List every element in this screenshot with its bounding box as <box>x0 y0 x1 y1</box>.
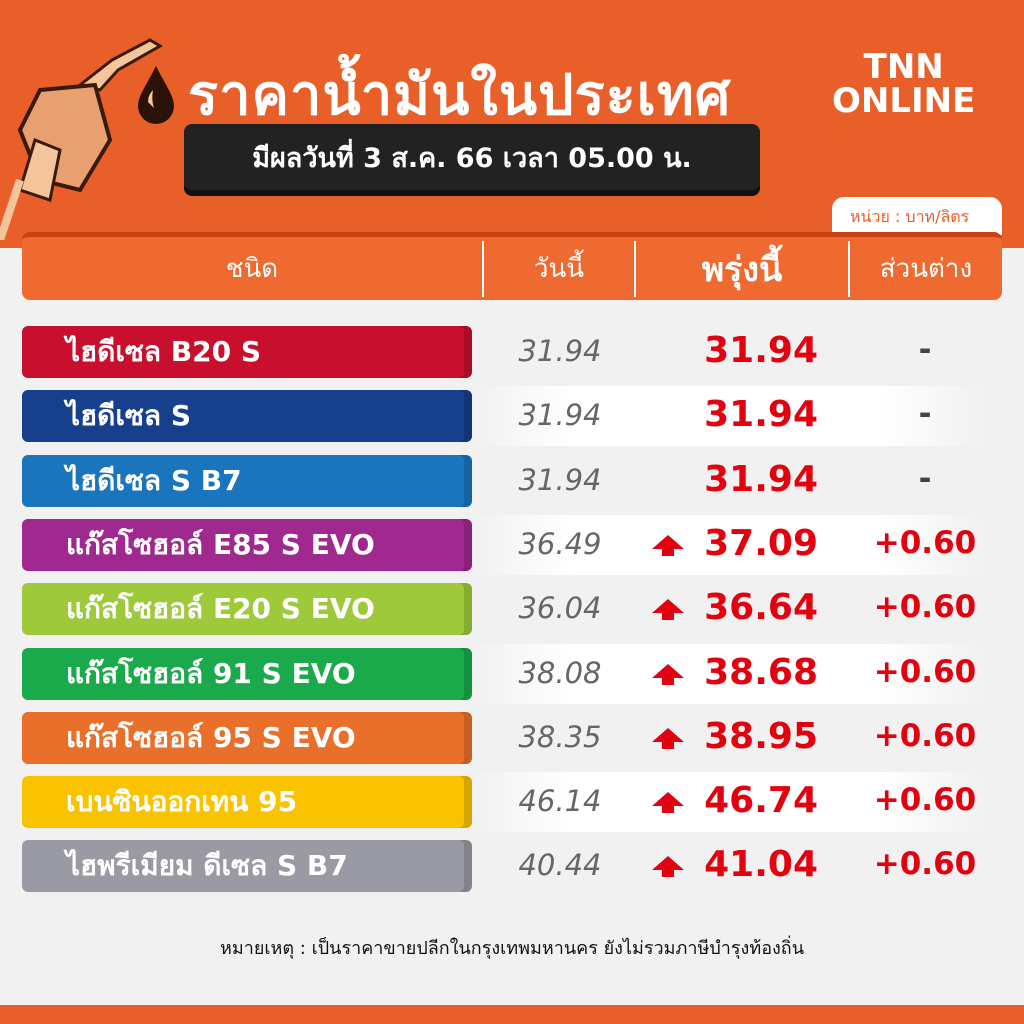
price-difference: +0.60 <box>873 524 977 561</box>
fuel-name: แก๊สโซฮอล์ 91 S EVO <box>22 647 472 700</box>
arrow-up-icon <box>652 663 684 685</box>
unit-label: หน่วย : บาท/ลิตร <box>832 197 1002 235</box>
column-type: ชนิด <box>22 240 484 297</box>
footnote: หมายเหตุ : เป็นราคาขายปลีกในกรุงเทพมหานค… <box>219 938 804 959</box>
price-tomorrow: 36.64 <box>704 587 818 629</box>
table-row: แก๊สโซฮอล์ 95 S EVO 38.35 38.95 +0.60 <box>0 706 1024 770</box>
logo-line-2: ONLINE <box>832 81 976 121</box>
price-tomorrow: 38.68 <box>704 651 818 693</box>
footer-bar <box>0 1005 1024 1024</box>
column-difference: ส่วนต่าง <box>879 254 973 284</box>
row-stripe <box>470 514 984 575</box>
price-today: 40.44 <box>518 848 602 883</box>
fuel-name: ไฮดีเซล S <box>22 390 472 443</box>
oil-drop-icon <box>138 66 174 124</box>
price-today: 38.08 <box>518 655 602 690</box>
price-difference: - <box>918 460 932 497</box>
price-tomorrow: 31.94 <box>704 330 818 371</box>
row-stripe <box>470 386 984 447</box>
arrow-up-icon <box>652 792 684 814</box>
table-header: ชนิด วันนี้ พรุ่งนี้ ส่วนต่าง <box>22 232 1002 300</box>
price-difference: - <box>918 396 932 433</box>
price-tomorrow: 41.04 <box>704 844 818 886</box>
price-tomorrow: 38.95 <box>704 715 818 757</box>
fuel-nozzle-icon <box>0 38 163 240</box>
arrow-up-icon <box>652 534 684 556</box>
table-row: ไฮดีเซล S B7 31.94 31.94 - <box>0 449 1024 513</box>
price-difference: +0.60 <box>873 846 977 883</box>
fuel-name: แก๊สโซฮอล์ E85 S EVO <box>22 518 472 571</box>
tnn-online-logo: TNN ONLINE <box>832 50 975 118</box>
price-tomorrow: 31.94 <box>704 394 818 436</box>
effective-date-banner: มีผลวันที่ 3 ส.ค. 66 เวลา 05.00 น. <box>184 124 760 190</box>
price-difference: +0.60 <box>873 653 977 690</box>
price-today: 38.35 <box>518 719 602 754</box>
fuel-name: ไฮดีเซล B20 S <box>22 326 472 378</box>
fuel-name: เบนซินออกเทน 95 <box>22 776 472 829</box>
arrow-up-icon <box>652 856 684 878</box>
arrow-up-icon <box>652 599 684 621</box>
price-difference: - <box>918 332 932 368</box>
price-today: 31.94 <box>518 334 602 368</box>
table-row: ไฮดีเซล S 31.94 31.94 - <box>0 384 1024 448</box>
column-today: วันนี้ <box>484 240 636 297</box>
fuel-name: ไฮพรีเมียม ดีเซล S B7 <box>22 840 472 893</box>
price-difference: +0.60 <box>873 782 977 819</box>
table-row: แก๊สโซฮอล์ E85 S EVO 36.49 37.09 +0.60 <box>0 513 1024 577</box>
table-row: เบนซินออกเทน 95 46.14 46.74 +0.60 <box>0 770 1024 834</box>
price-difference: +0.60 <box>873 717 977 754</box>
table-row: ไฮพรีเมียม ดีเซล S B7 40.44 41.04 +0.60 <box>0 834 1024 898</box>
price-difference: +0.60 <box>873 589 977 626</box>
price-today: 31.94 <box>518 462 602 497</box>
price-today: 46.14 <box>518 784 602 819</box>
row-stripe <box>470 772 984 833</box>
logo-line-1: TNN <box>863 47 944 87</box>
price-tomorrow: 37.09 <box>704 522 818 564</box>
arrow-up-icon <box>652 727 684 749</box>
price-today: 31.94 <box>518 398 602 433</box>
price-today: 36.49 <box>518 526 602 561</box>
table-row: แก๊สโซฮอล์ E20 S EVO 36.04 36.64 +0.60 <box>0 577 1024 641</box>
fuel-name: แก๊สโซฮอล์ 95 S EVO <box>22 711 472 764</box>
table-row: แก๊สโซฮอล์ 91 S EVO 38.08 38.68 +0.60 <box>0 642 1024 706</box>
column-tomorrow: พรุ่งนี้ <box>636 240 850 297</box>
fuel-name: แก๊สโซฮอล์ E20 S EVO <box>22 583 472 636</box>
page-title: ราคาน้ำมันในประเทศ <box>188 63 732 128</box>
price-today: 36.04 <box>518 591 602 626</box>
fuel-name: ไฮดีเซล S B7 <box>22 454 472 507</box>
price-tomorrow: 31.94 <box>704 458 818 500</box>
row-stripe <box>470 643 984 704</box>
table-row: ไฮดีเซล B20 S 31.94 31.94 - <box>0 320 1024 384</box>
price-tomorrow: 46.74 <box>704 780 818 822</box>
